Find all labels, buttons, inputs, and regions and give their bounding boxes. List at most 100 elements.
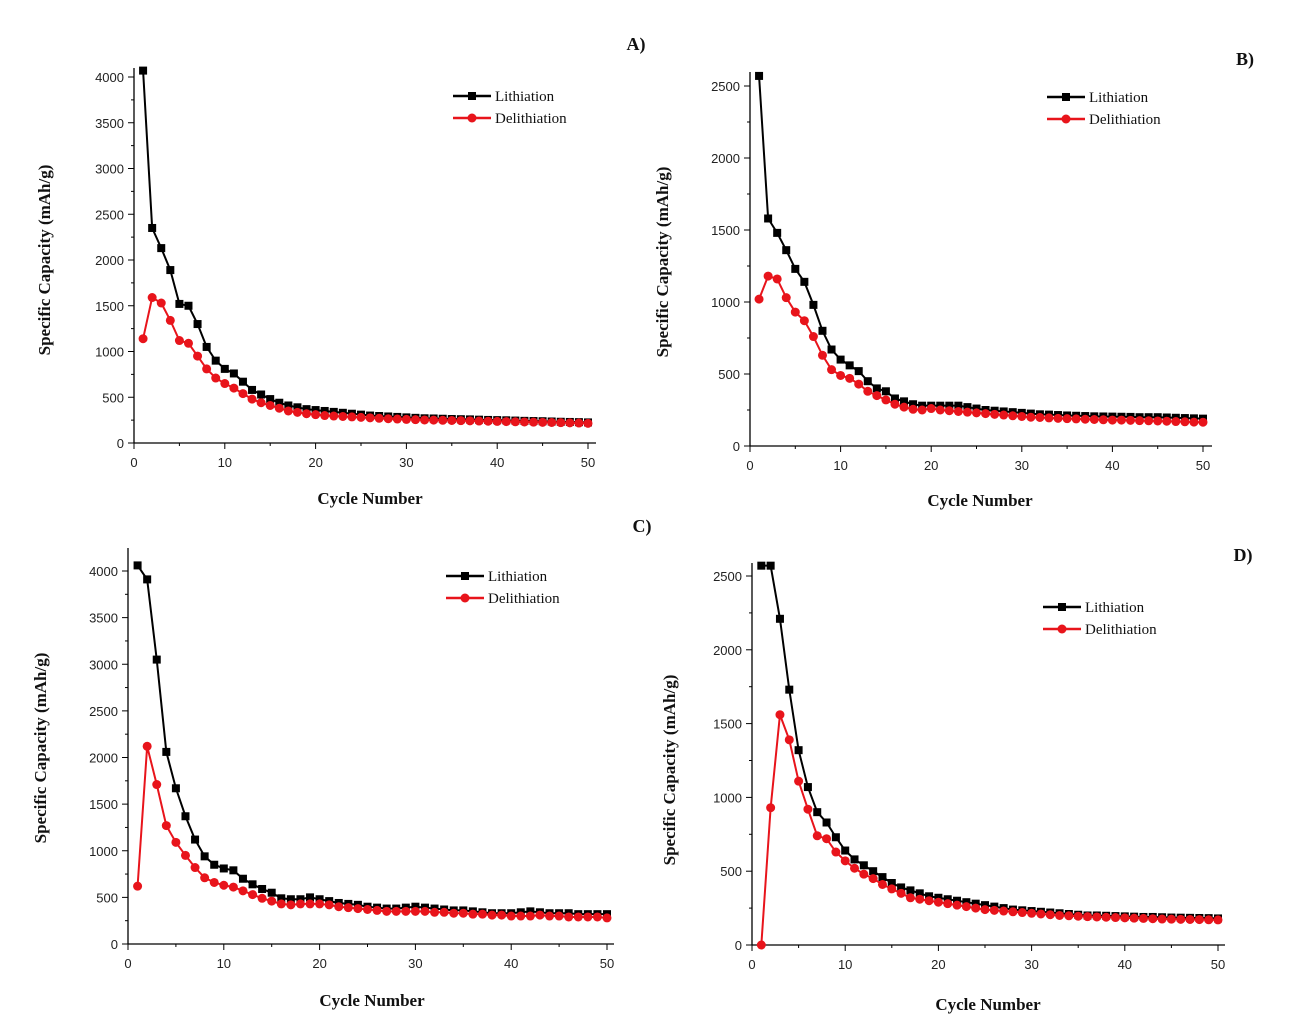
- data-point: [1083, 912, 1093, 922]
- data-point: [972, 408, 981, 418]
- data-point: [755, 71, 764, 80]
- data-point: [410, 415, 420, 425]
- data-point: [900, 397, 909, 406]
- data-point: [143, 575, 152, 584]
- data-point: [338, 411, 348, 421]
- data-point: [516, 911, 526, 921]
- data-point: [267, 888, 276, 897]
- data-point: [492, 416, 502, 426]
- data-point: [277, 894, 286, 903]
- data-point: [897, 883, 906, 892]
- data-point: [311, 406, 320, 415]
- data-point: [935, 405, 945, 415]
- data-point: [766, 803, 776, 813]
- y-tick-label: 500: [96, 890, 118, 905]
- data-point: [465, 416, 475, 426]
- data-point: [238, 377, 247, 386]
- data-point: [1116, 415, 1126, 425]
- data-point: [565, 418, 575, 428]
- series-delithiation: [754, 271, 1208, 427]
- data-point: [917, 405, 927, 415]
- data-point: [887, 884, 897, 894]
- data-point: [276, 899, 286, 909]
- x-tick-label: 40: [1105, 458, 1119, 473]
- data-point: [785, 685, 794, 694]
- data-point: [791, 264, 800, 273]
- data-point: [138, 334, 148, 344]
- data-point: [775, 614, 784, 623]
- data-point: [296, 895, 305, 904]
- legend-marker: [1058, 603, 1066, 611]
- data-point: [257, 390, 266, 399]
- data-point: [1026, 412, 1036, 422]
- data-point: [981, 409, 991, 419]
- data-point: [854, 367, 863, 376]
- data-point: [171, 837, 181, 847]
- legend-marker: [1061, 114, 1071, 124]
- data-point: [392, 414, 402, 424]
- data-point: [219, 880, 229, 890]
- y-tick-label: 2000: [95, 253, 124, 268]
- data-point: [191, 835, 200, 844]
- data-point: [859, 869, 869, 879]
- data-point: [190, 863, 200, 873]
- data-point: [1064, 911, 1074, 921]
- data-point: [944, 406, 954, 416]
- data-point: [343, 903, 353, 913]
- data-point: [161, 821, 171, 831]
- data-point: [1171, 417, 1181, 427]
- legend-label: Lithiation: [1085, 600, 1145, 616]
- data-point: [1110, 913, 1120, 923]
- data-point: [1045, 910, 1055, 920]
- data-point: [275, 398, 284, 407]
- data-point: [800, 277, 809, 286]
- legend-entry-lithiation: Lithiation: [1047, 90, 1149, 106]
- x-tick-label: 40: [490, 455, 504, 470]
- data-point: [812, 831, 822, 841]
- data-point: [971, 903, 981, 913]
- data-point: [999, 906, 1009, 916]
- y-tick-label: 3500: [89, 611, 118, 626]
- data-point: [583, 912, 593, 922]
- data-point: [877, 879, 887, 889]
- data-point: [353, 904, 363, 914]
- data-point: [952, 900, 962, 910]
- data-point: [133, 881, 143, 891]
- data-point: [184, 301, 193, 310]
- series-lithiation: [133, 561, 611, 919]
- data-point: [372, 905, 382, 915]
- data-point: [1089, 415, 1099, 425]
- data-point: [519, 417, 529, 427]
- data-point: [763, 271, 773, 281]
- data-point: [999, 410, 1009, 420]
- data-point: [401, 414, 411, 424]
- data-point: [1135, 416, 1145, 426]
- data-point: [989, 905, 999, 915]
- data-point: [573, 912, 583, 922]
- x-tick-label: 40: [504, 956, 518, 971]
- data-point: [1053, 413, 1063, 423]
- data-point: [477, 909, 487, 919]
- y-tick-label: 1000: [711, 295, 740, 310]
- x-tick-label: 10: [833, 458, 847, 473]
- data-point: [183, 338, 193, 348]
- data-point: [890, 394, 899, 403]
- data-point: [347, 412, 357, 422]
- data-point: [166, 266, 175, 275]
- x-tick-label: 50: [581, 455, 595, 470]
- data-point: [757, 561, 766, 570]
- data-point: [869, 867, 878, 876]
- y-tick-label: 1500: [713, 717, 742, 732]
- y-tick-label: 1500: [711, 223, 740, 238]
- data-point: [139, 66, 148, 75]
- data-point: [283, 406, 293, 416]
- data-point: [990, 409, 1000, 419]
- y-tick-label: 3000: [95, 162, 124, 177]
- data-point: [220, 379, 230, 389]
- y-tick-label: 2000: [89, 751, 118, 766]
- data-point: [545, 911, 555, 921]
- data-point: [899, 402, 909, 412]
- data-point: [564, 912, 574, 922]
- data-point: [1144, 416, 1154, 426]
- data-point: [1126, 415, 1136, 425]
